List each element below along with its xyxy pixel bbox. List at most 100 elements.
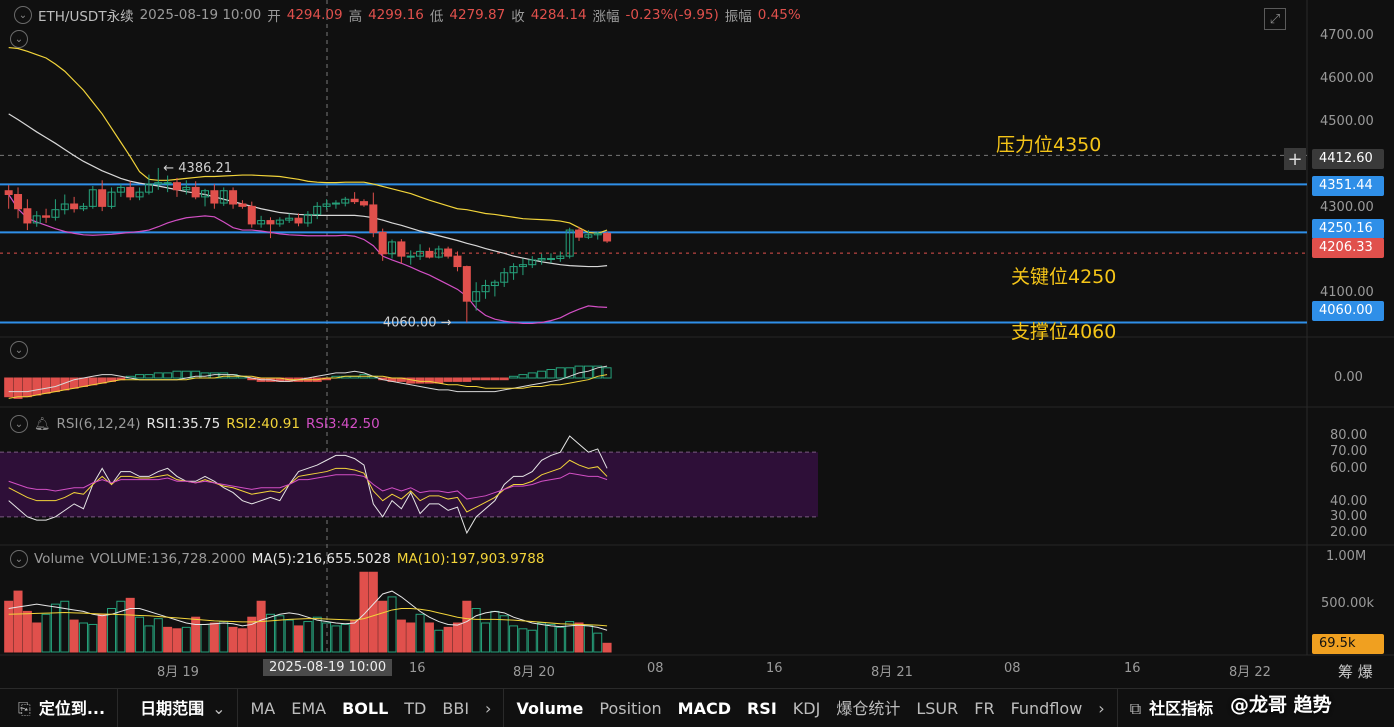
axis-right-icons[interactable]: 筹 爆: [1338, 663, 1373, 681]
main-indicator-boll[interactable]: BOLL: [342, 698, 389, 718]
volume-bar: [200, 623, 210, 653]
volume-bar: [527, 629, 537, 653]
candle-body: [275, 219, 284, 225]
candle-body: [229, 190, 238, 205]
sub-indicator-fundflow[interactable]: Fundflow: [1010, 698, 1083, 718]
volume-bar: [331, 625, 341, 653]
candle-body: [369, 204, 378, 233]
time-axis-label: 8月 19: [157, 665, 199, 680]
macd-bar: [135, 374, 145, 379]
volume-bar: [219, 621, 229, 653]
macd-bar: [50, 377, 60, 393]
chevron-down-icon[interactable]: ⌄: [10, 30, 28, 48]
chevron-right-icon[interactable]: ›: [1098, 698, 1105, 718]
volume-bar: [284, 619, 294, 653]
community-icon[interactable]: ⧉: [1129, 698, 1142, 718]
price-axis-label: 4600.00: [1320, 71, 1374, 86]
volume-bar: [387, 596, 397, 653]
volume-bar: [181, 626, 191, 653]
volume-bar: [359, 571, 369, 653]
boll-toggle[interactable]: ⌄: [10, 30, 28, 48]
volume-bar: [406, 622, 416, 653]
candle-body: [247, 205, 256, 225]
candle-body: [593, 232, 602, 236]
chevron-right-icon[interactable]: ›: [485, 698, 492, 718]
community-indicators-button[interactable]: 社区指标: [1149, 698, 1214, 718]
boll-lower-line: [8, 194, 608, 325]
candle-body: [294, 217, 303, 224]
volume-bar: [78, 622, 88, 653]
toolbar-divider: [503, 688, 505, 727]
locate-button[interactable]: 定位到...: [38, 698, 106, 718]
volume-bar: [265, 613, 275, 653]
high-value: 4299.16: [368, 7, 424, 23]
macd-bar: [13, 377, 23, 399]
sub-indicator-rsi[interactable]: RSI: [746, 698, 777, 718]
amp-label: 振幅: [724, 9, 752, 25]
chevron-down-icon[interactable]: ⌄: [10, 415, 28, 433]
volume-bar: [368, 571, 378, 653]
candle-body: [219, 190, 228, 204]
chevron-down-icon[interactable]: ⌄: [10, 550, 28, 568]
open-label: 开: [267, 9, 281, 25]
macd-bar: [452, 377, 462, 382]
main-indicator-td[interactable]: TD: [404, 698, 427, 718]
low-value: 4279.87: [449, 7, 506, 23]
volume-bar: [275, 615, 285, 653]
fullscreen-icon[interactable]: ⤢: [1264, 8, 1286, 30]
volume-bar: [4, 600, 14, 653]
time-axis-label: 8月 21: [871, 665, 913, 680]
volume-axis-label: 1.00M: [1326, 549, 1367, 564]
date-range-button[interactable]: 日期范围: [140, 698, 205, 718]
main-indicator-ema[interactable]: EMA: [291, 698, 327, 718]
macd-bar: [22, 377, 32, 398]
rsi-axis-label: 30.00: [1330, 509, 1368, 524]
rsi-band: [0, 452, 818, 517]
sub-indicator-liquidation[interactable]: 爆仓统计: [836, 698, 901, 718]
time-axis-label: 16: [1124, 661, 1141, 676]
macd-dif-line: [8, 365, 608, 393]
candle-body: [4, 190, 13, 196]
main-indicator-ma[interactable]: MA: [250, 698, 276, 718]
macd-bar: [509, 375, 519, 379]
chevron-down-icon[interactable]: ⌄: [10, 341, 28, 359]
sub-indicator-position[interactable]: Position: [599, 698, 662, 718]
macd-toggle[interactable]: ⌄: [10, 341, 28, 359]
toggle-icon[interactable]: ⌄: [14, 6, 32, 24]
symbol-label: ETH/USDT永续: [38, 9, 134, 25]
volume-bar: [97, 613, 107, 653]
chevron-down-icon[interactable]: ⌄: [212, 698, 226, 718]
rsi-label: RSI(6,12,24): [56, 416, 141, 432]
main-indicator-bbi[interactable]: BBI: [442, 698, 470, 718]
candle-body: [116, 186, 125, 193]
volume-bar: [125, 597, 135, 653]
macd-bar: [88, 377, 98, 386]
high-marker: ← 4386.21: [163, 161, 232, 176]
chart-canvas[interactable]: ← 4386.21 4060.00 →: [0, 0, 1394, 688]
volume-bar: [69, 619, 79, 653]
candle-body: [341, 198, 350, 204]
low-marker: 4060.00 →: [383, 316, 452, 331]
toolbar-divider: [117, 688, 119, 727]
candle-body: [518, 264, 527, 268]
candle-body: [537, 258, 546, 261]
locate-icon[interactable]: ⎘: [18, 698, 31, 718]
sub-indicator-volume[interactable]: Volume: [516, 698, 584, 718]
candle-body: [322, 203, 331, 207]
bell-icon[interactable]: 🔔︎: [34, 416, 51, 432]
candle-body: [191, 186, 200, 198]
toolbar-divider: [1116, 688, 1118, 727]
ohlc-header: ⌄ ETH/USDT永续 2025-08-19 10:00 开 4294.09 …: [14, 6, 801, 25]
sub-indicator-kdj[interactable]: KDJ: [792, 698, 821, 718]
add-alert-icon[interactable]: +: [1284, 148, 1306, 170]
candle-body: [79, 205, 88, 210]
volume-bar: [546, 623, 556, 653]
candle-body: [172, 182, 181, 191]
candle-body: [331, 202, 340, 205]
volume-bar: [191, 616, 201, 653]
sub-indicator-fr[interactable]: FR: [974, 698, 995, 718]
candle-body: [565, 229, 574, 257]
sub-indicator-macd[interactable]: MACD: [677, 698, 731, 718]
volume-ma10-value: MA(10):197,903.9788: [396, 551, 545, 567]
sub-indicator-lsur[interactable]: LSUR: [916, 698, 959, 718]
